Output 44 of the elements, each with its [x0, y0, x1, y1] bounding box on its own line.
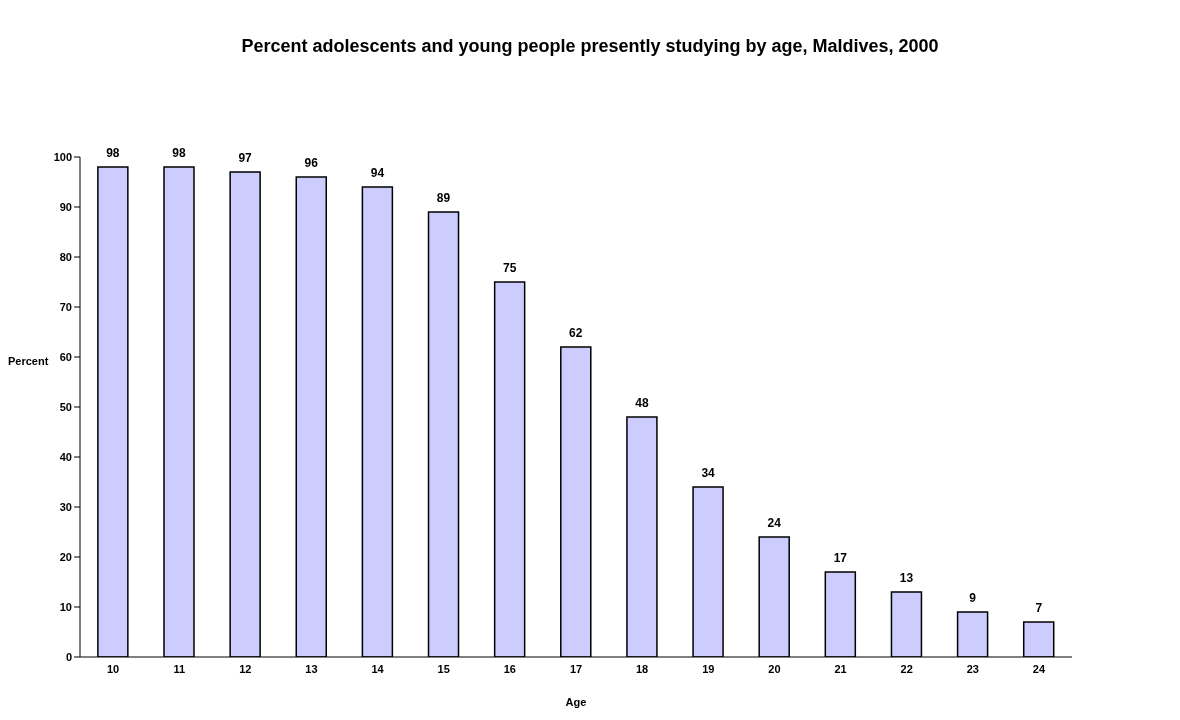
data-label: 48: [635, 396, 649, 410]
y-tick-label: 80: [59, 250, 72, 263]
data-label: 7: [1035, 601, 1043, 615]
y-tick-label: 70: [59, 300, 72, 313]
x-tick-label: 24: [1032, 662, 1046, 675]
x-tick-label: 21: [834, 662, 847, 675]
y-tick-label: 30: [59, 500, 72, 513]
x-axis-title: Age: [565, 696, 587, 708]
x-tick-label: 13: [305, 662, 318, 675]
data-label: 94: [370, 166, 385, 180]
x-tick-label: 14: [371, 662, 385, 675]
x-tick-label: 23: [966, 662, 979, 675]
y-axis-title: Percent: [8, 355, 49, 367]
y-tick-label: 90: [59, 200, 72, 213]
data-label: 75: [502, 261, 517, 275]
y-tick-label: 60: [59, 350, 72, 363]
data-label: 13: [899, 571, 914, 585]
x-tick-label: 15: [437, 662, 450, 675]
chart-title: Percent adolescents and young people presently studying by age, Maldives, 2000: [240, 35, 940, 58]
x-tick-label: 12: [239, 662, 252, 675]
x-tick-label: 18: [636, 662, 649, 675]
data-label: 98: [172, 146, 186, 160]
data-label: 89: [436, 191, 451, 205]
data-label: 9: [969, 591, 977, 605]
y-tick-label: 10: [59, 600, 72, 613]
y-tick-label: 0: [65, 650, 72, 663]
x-tick-label: 20: [768, 662, 781, 675]
x-tick-label: 17: [569, 662, 583, 675]
x-tick-label: 11: [173, 662, 186, 675]
y-tick-label: 50: [59, 400, 72, 413]
data-label: 62: [569, 326, 583, 340]
x-tick-label: 10: [106, 662, 120, 675]
data-label: 98: [106, 146, 120, 160]
data-label: 34: [701, 466, 716, 480]
data-label: 97: [238, 151, 253, 165]
data-label: 24: [767, 516, 782, 530]
x-tick-label: 16: [503, 662, 516, 675]
x-tick-label: 19: [702, 662, 715, 675]
x-tick-label: 22: [900, 662, 913, 675]
y-tick-label: 100: [53, 150, 72, 163]
y-tick-label: 40: [59, 450, 72, 463]
data-label: 17: [833, 551, 848, 565]
data-label: 96: [304, 156, 319, 170]
y-tick-label: 20: [59, 550, 72, 563]
